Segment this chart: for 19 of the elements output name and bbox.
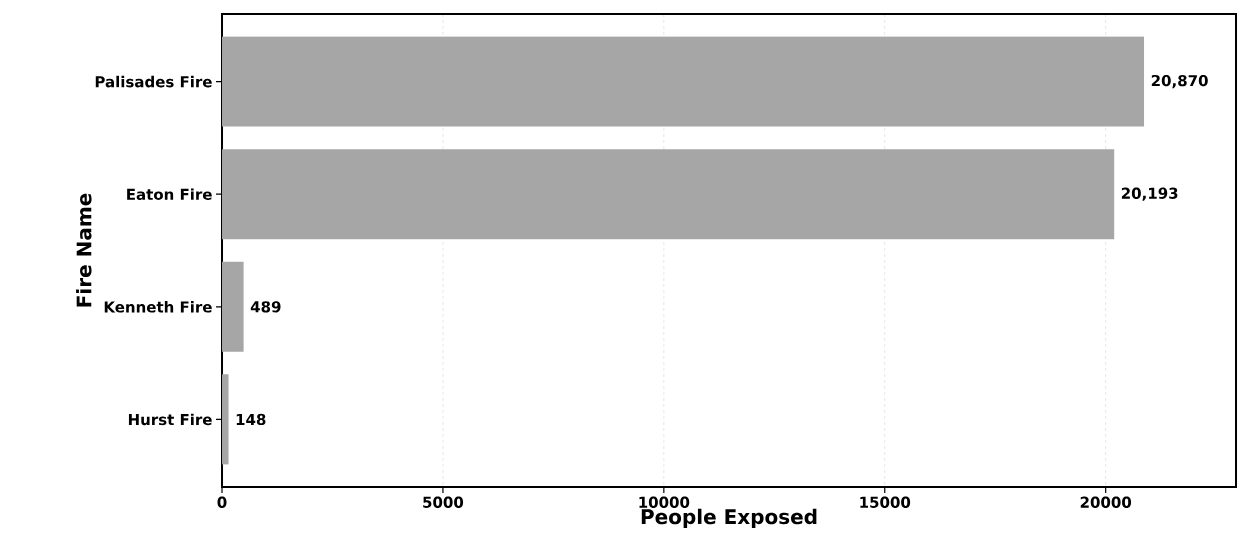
x-tick-label: 15000 <box>860 496 911 508</box>
x-tick-label: 5000 <box>423 496 464 508</box>
x-tick-label: 10000 <box>639 496 690 508</box>
x-axis-title: People Exposed <box>641 508 817 529</box>
bar <box>222 36 1145 127</box>
data-label: 489 <box>250 301 281 313</box>
y-tick-label: Palisades Fire <box>95 75 212 88</box>
y-axis-title: Fire Name <box>76 193 92 307</box>
bar <box>222 261 244 352</box>
data-label: 148 <box>236 413 266 426</box>
y-tick-label: Hurst Fire <box>128 413 212 426</box>
data-label: 20,193 <box>1121 187 1178 201</box>
data-label: 20,870 <box>1151 74 1208 89</box>
x-tick-label: 20000 <box>1080 496 1132 508</box>
bar <box>222 374 229 465</box>
y-tick-label: Kenneth Fire <box>104 301 212 313</box>
y-tick-label: Eaton Fire <box>127 188 212 200</box>
bar <box>222 149 1115 240</box>
x-tick-label: 0 <box>217 496 227 508</box>
